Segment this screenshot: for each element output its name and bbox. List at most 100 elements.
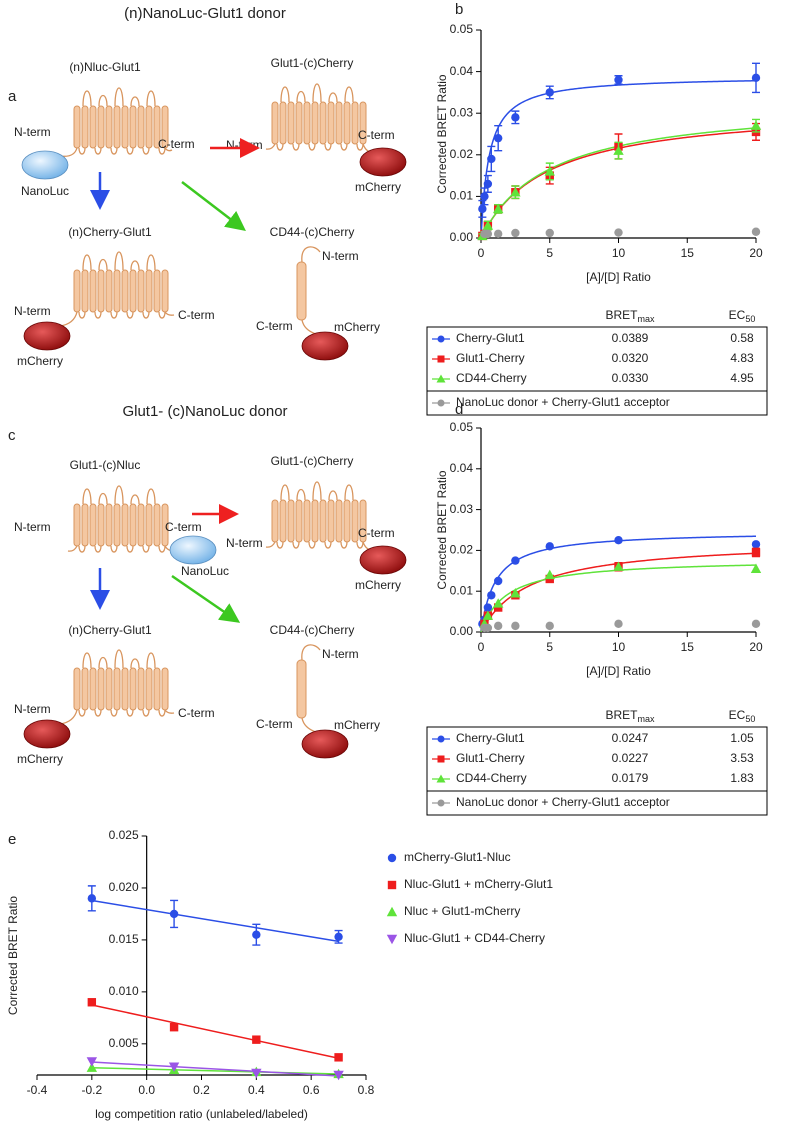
label: mCherry bbox=[334, 320, 380, 334]
construct-name: CD44-(c)Cherry bbox=[270, 623, 355, 637]
nanoluc bbox=[169, 535, 217, 565]
x-tick-label: 5 bbox=[546, 246, 553, 260]
terminus bbox=[67, 545, 78, 552]
transmembrane-helix bbox=[296, 659, 307, 719]
legend-marker bbox=[437, 755, 445, 763]
legend-label: Glut1-Cherry bbox=[456, 751, 525, 765]
legend-marker bbox=[386, 934, 398, 945]
panel-letter: d bbox=[455, 401, 463, 418]
point bbox=[613, 561, 624, 571]
x-tick-label: 15 bbox=[681, 246, 695, 260]
table-cell: 0.0247 bbox=[612, 731, 649, 745]
terminus bbox=[164, 709, 175, 714]
table-cell: 4.83 bbox=[730, 351, 754, 365]
terminus bbox=[59, 311, 78, 327]
point bbox=[493, 229, 503, 239]
x-tick-label: 0.4 bbox=[248, 1083, 265, 1097]
label: mCherry bbox=[17, 752, 63, 766]
terminus bbox=[301, 644, 321, 661]
point bbox=[482, 220, 494, 230]
x-tick-label: 0.8 bbox=[358, 1083, 375, 1097]
point bbox=[750, 120, 762, 130]
legend-label: CD44-Cherry bbox=[456, 371, 527, 385]
point bbox=[614, 536, 623, 545]
x-tick-label: 20 bbox=[749, 246, 763, 260]
x-tick-label: 0 bbox=[478, 246, 485, 260]
point bbox=[751, 548, 761, 557]
point bbox=[511, 556, 520, 565]
x-tick-label: -0.4 bbox=[27, 1083, 48, 1097]
construct-name: (n)Cherry-Glut1 bbox=[68, 623, 152, 637]
header-text: BRET bbox=[605, 708, 638, 722]
header-sub: 50 bbox=[745, 714, 755, 724]
legend-label: NanoLuc donor + Cherry-Glut1 acceptor bbox=[456, 395, 670, 409]
y-tick-label: 0.05 bbox=[450, 22, 474, 36]
table-header: BRETmax bbox=[605, 708, 655, 724]
y-tick-label: 0.020 bbox=[109, 880, 139, 894]
legend-label: Nluc + Glut1-mCherry bbox=[404, 904, 520, 918]
table-cell: 1.05 bbox=[730, 731, 754, 745]
point bbox=[510, 187, 521, 197]
x-tick-label: -0.2 bbox=[81, 1083, 102, 1097]
point bbox=[169, 1023, 179, 1032]
y-tick-label: 0.02 bbox=[450, 147, 474, 161]
header-sub: max bbox=[638, 714, 656, 724]
y-tick-label: 0.04 bbox=[450, 461, 474, 475]
point bbox=[545, 542, 554, 551]
y-tick-label: 0.00 bbox=[450, 624, 474, 638]
point bbox=[252, 1035, 261, 1044]
label: N-term bbox=[226, 536, 263, 550]
label: N-term bbox=[322, 647, 359, 661]
y-axis-title: Corrected BRET Ratio bbox=[435, 74, 449, 193]
table-cell: 3.53 bbox=[730, 751, 754, 765]
label: N-term bbox=[14, 520, 51, 534]
mcherry bbox=[359, 147, 407, 177]
table-box bbox=[426, 390, 768, 416]
legend-marker bbox=[387, 853, 397, 863]
point bbox=[492, 203, 504, 214]
panel-letter: b bbox=[455, 1, 463, 18]
table-cell: 0.0320 bbox=[612, 351, 649, 365]
point bbox=[334, 932, 343, 941]
legend-marker bbox=[436, 774, 446, 783]
y-tick-label: 0.005 bbox=[109, 1036, 139, 1050]
legend-marker bbox=[437, 735, 445, 743]
label: NanoLuc bbox=[21, 184, 69, 198]
terminus bbox=[301, 717, 317, 733]
terminus bbox=[164, 311, 175, 316]
terminus bbox=[59, 147, 78, 157]
diagram: a (n)NanoLuc-Glut1 donor (n)Nluc-Glut1 N-te… bbox=[8, 5, 407, 368]
y-tick-label: 0.04 bbox=[450, 64, 474, 78]
construct-name: (n)Nluc-Glut1 bbox=[69, 60, 141, 74]
legend-label: Cherry-Glut1 bbox=[456, 331, 525, 345]
construct-name: Glut1-(c)Nluc bbox=[70, 458, 141, 472]
transporter bbox=[73, 649, 169, 717]
point bbox=[544, 166, 555, 176]
table-cell: 4.95 bbox=[730, 371, 754, 385]
point bbox=[751, 619, 761, 629]
label: C-term bbox=[165, 520, 202, 534]
construct-name: Glut1-(c)Cherry bbox=[271, 454, 354, 468]
table-cell: 0.0389 bbox=[612, 331, 649, 345]
legend-label: Glut1-Cherry bbox=[456, 351, 525, 365]
label: C-term bbox=[358, 128, 395, 142]
point bbox=[614, 619, 623, 629]
legend-label: NanoLuc donor + Cherry-Glut1 acceptor bbox=[456, 795, 670, 809]
point bbox=[478, 204, 487, 214]
label: C-term bbox=[178, 308, 215, 322]
point bbox=[480, 192, 489, 201]
point bbox=[252, 930, 261, 939]
diagram-title: Glut1- (c)NanoLuc donor bbox=[122, 403, 287, 420]
x-tick-label: 0.0 bbox=[138, 1083, 155, 1097]
table-box bbox=[426, 790, 768, 816]
header-sub: max bbox=[638, 314, 656, 324]
legend-marker bbox=[437, 399, 445, 407]
point bbox=[511, 621, 520, 631]
x-tick-label: 5 bbox=[546, 640, 553, 654]
legend-label: mCherry-Glut1-Nluc bbox=[404, 850, 511, 864]
point bbox=[751, 540, 761, 549]
mcherry bbox=[23, 719, 71, 749]
terminus bbox=[301, 319, 317, 335]
fit-line bbox=[91, 1004, 339, 1060]
panel-letter: c bbox=[8, 427, 16, 444]
